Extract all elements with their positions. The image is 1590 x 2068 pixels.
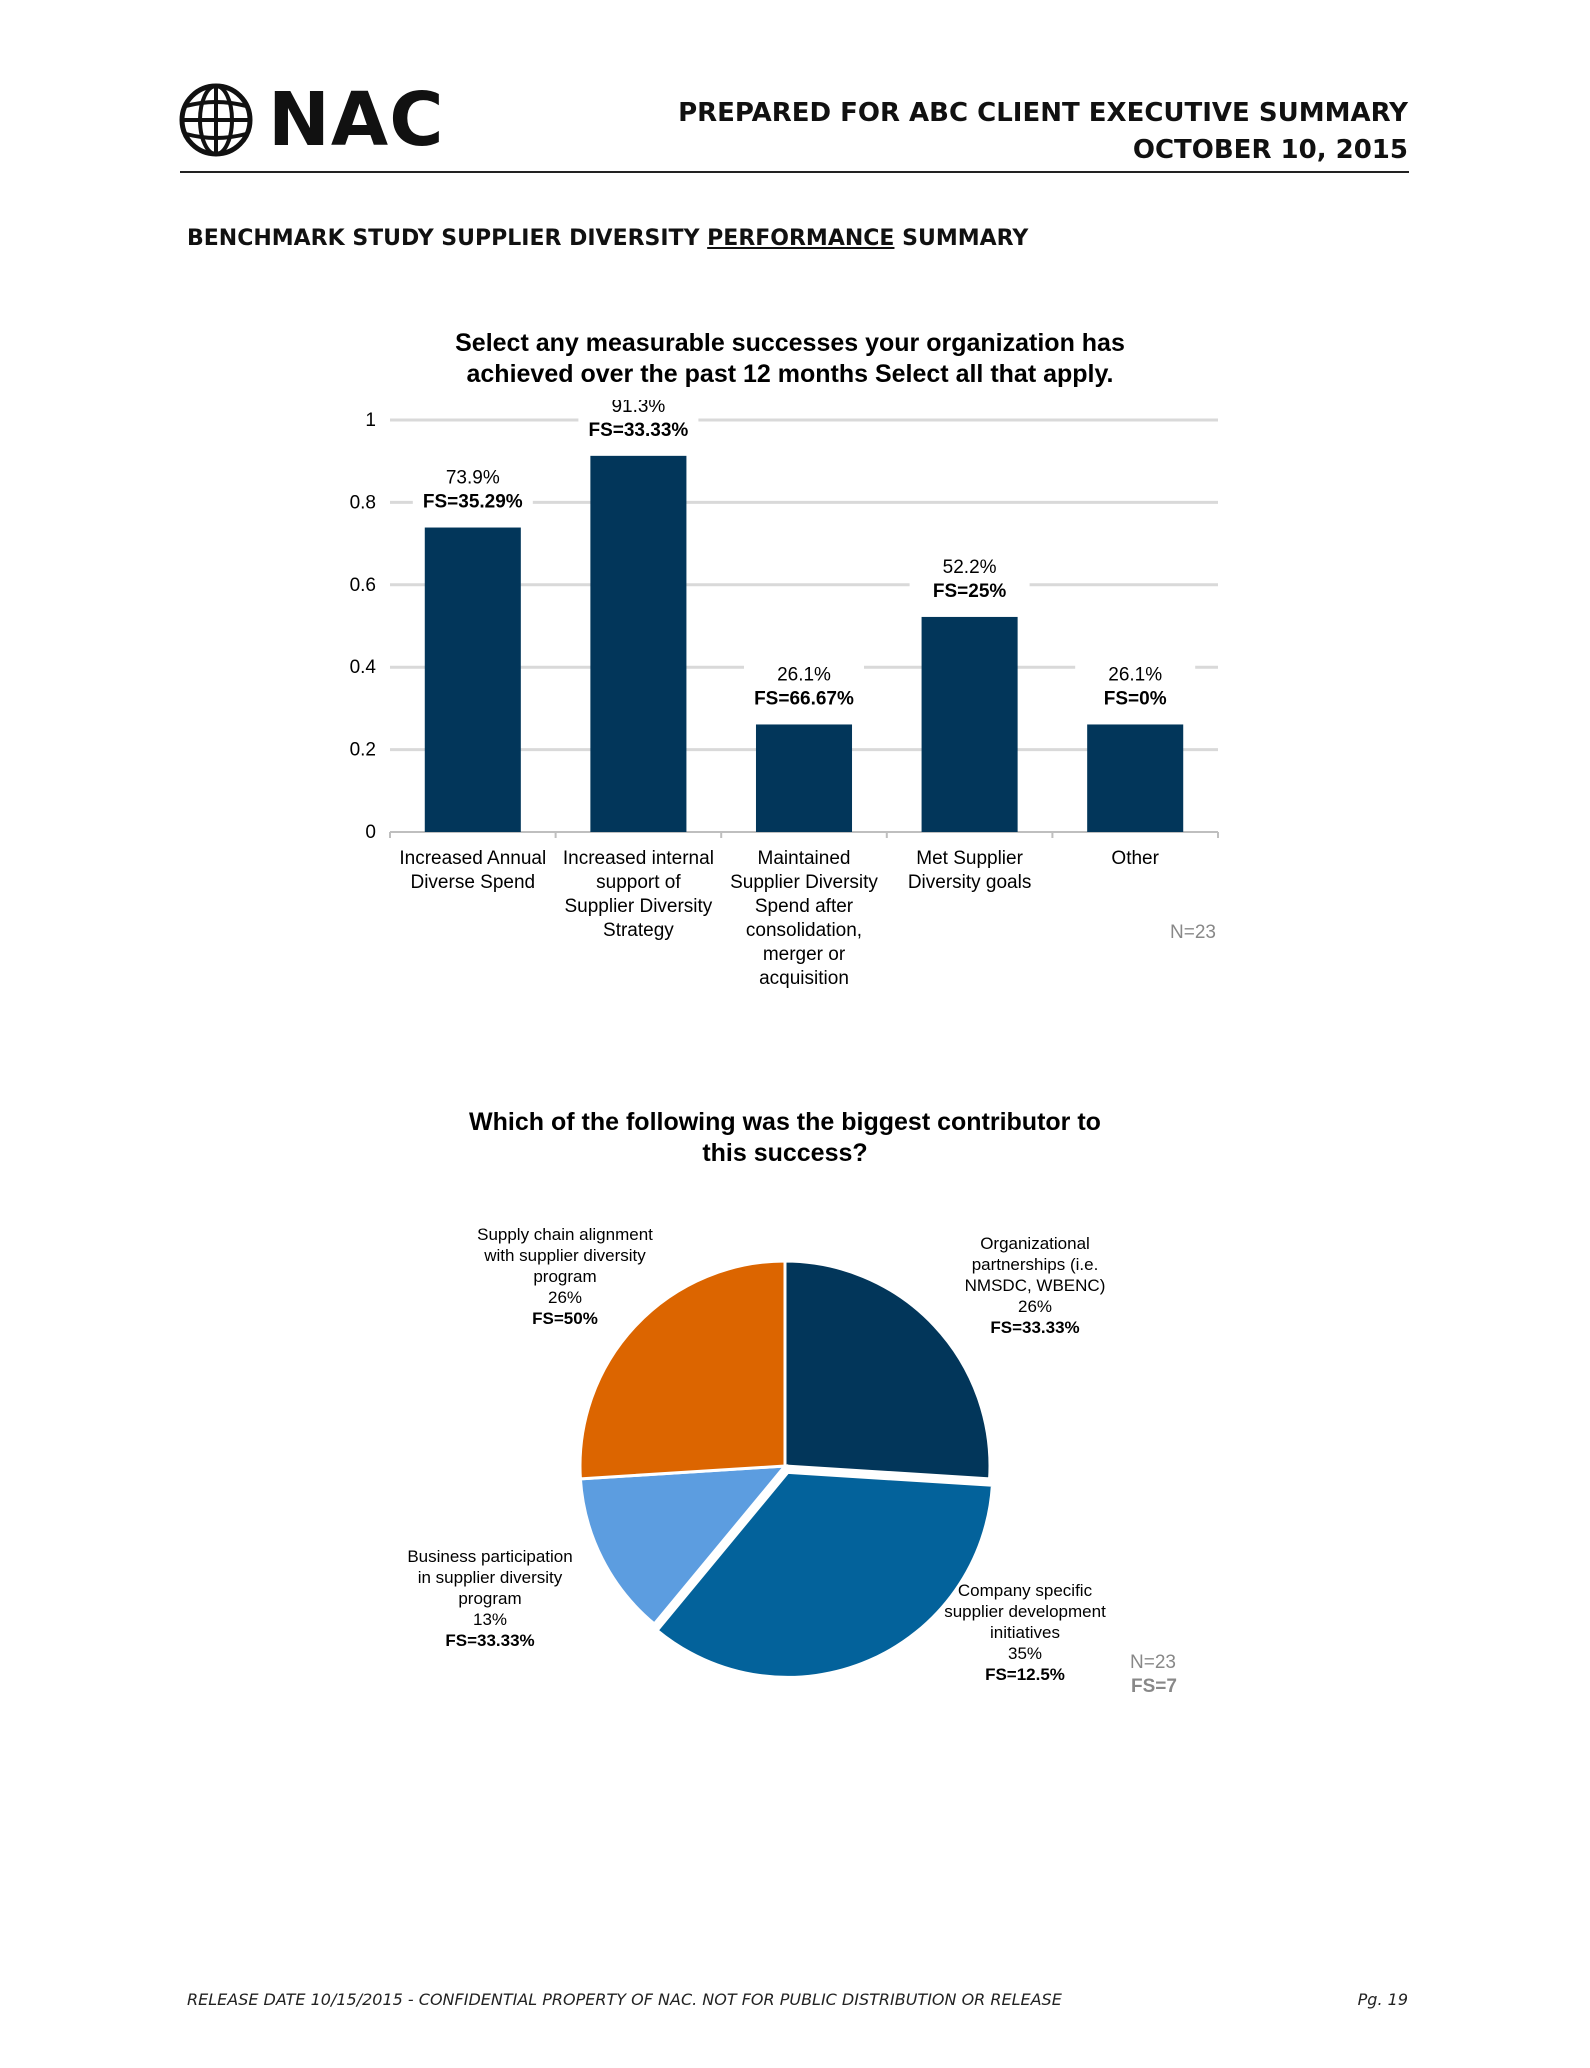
category-label: merger or bbox=[763, 944, 846, 965]
data-label-bg bbox=[909, 554, 1030, 605]
pie-label-line: Organizational bbox=[980, 1234, 1090, 1253]
section-title-underlined: PERFORMANCE bbox=[707, 226, 895, 251]
bar-chart-title: Select any measurable successes your org… bbox=[390, 328, 1190, 390]
pie-value-label: 35% bbox=[1007, 1644, 1043, 1663]
pie-label-line: NMSDC, WBENC) bbox=[964, 1276, 1106, 1295]
category-label: Maintained bbox=[758, 848, 851, 869]
section-title-part: SUMMARY bbox=[894, 226, 1029, 251]
y-tick-label: 0.2 bbox=[350, 740, 376, 761]
category-label: Spend after bbox=[755, 896, 854, 917]
header-divider bbox=[180, 171, 1409, 173]
pie-label-company: Company specific supplier development in… bbox=[905, 1580, 1145, 1685]
pie-label-line: Business participation bbox=[407, 1547, 573, 1566]
globe-icon bbox=[179, 83, 253, 157]
pie-n-note: N=23 bbox=[1130, 1652, 1176, 1673]
y-tick-label: 0.4 bbox=[350, 657, 377, 678]
data-fs-label: FS=33.33% bbox=[588, 420, 688, 441]
pie-label-line: Supply chain alignment bbox=[477, 1225, 653, 1244]
pie-chart-title: Which of the following was the biggest c… bbox=[410, 1107, 1160, 1169]
pie-label-line: program bbox=[458, 1589, 522, 1608]
y-tick-label: 0.8 bbox=[350, 492, 376, 513]
y-tick-label: 0.6 bbox=[350, 575, 376, 596]
bar bbox=[424, 527, 521, 832]
pie-chart-title-line: this success? bbox=[702, 1139, 868, 1167]
pie-label-line: initiatives bbox=[990, 1623, 1060, 1642]
y-tick-label: 0 bbox=[365, 822, 376, 843]
category-label: Other bbox=[1111, 848, 1159, 869]
pie-label-line: Company specific bbox=[957, 1581, 1093, 1600]
data-label-bg bbox=[1075, 662, 1196, 713]
data-value-label: 73.9% bbox=[446, 468, 500, 489]
data-fs-label: FS=25% bbox=[933, 581, 1007, 602]
pie-fs-label: FS=33.33% bbox=[445, 1631, 535, 1650]
y-tick-label: 1 bbox=[365, 410, 376, 431]
section-title: BENCHMARK STUDY SUPPLIER DIVERSITY PERFO… bbox=[187, 226, 1028, 251]
release-footer: RELEASE DATE 10/15/2015 - CONFIDENTIAL P… bbox=[187, 1990, 1062, 2009]
pie-label-organizational: Organizational partnerships (i.e. NMSDC,… bbox=[920, 1233, 1150, 1338]
data-value-label: 26.1% bbox=[777, 664, 831, 685]
pie-slice bbox=[654, 1470, 994, 1679]
pie-slice bbox=[578, 1259, 787, 1481]
pie-chart-title-line: Which of the following was the biggest c… bbox=[469, 1108, 1101, 1136]
report-date: OCTOBER 10, 2015 bbox=[1132, 135, 1408, 165]
bar bbox=[755, 724, 853, 832]
logo-wordmark: NAC bbox=[268, 77, 445, 163]
data-value-label: 91.3% bbox=[611, 400, 665, 417]
pie-value-label: 13% bbox=[472, 1610, 508, 1629]
bar bbox=[1087, 724, 1184, 832]
pie-label-supply-chain: Supply chain alignment with supplier div… bbox=[450, 1224, 680, 1329]
pie-label-line: with supplier diversity bbox=[484, 1246, 646, 1265]
pie-label-line: partnerships (i.e. bbox=[971, 1255, 1099, 1274]
section-title-part: BENCHMARK STUDY SUPPLIER DIVERSITY bbox=[187, 226, 708, 251]
pie-value-label: 26% bbox=[547, 1288, 583, 1307]
category-label: Diversity goals bbox=[908, 872, 1032, 893]
pie-fs-label: FS=50% bbox=[532, 1309, 598, 1328]
data-value-label: 52.2% bbox=[943, 557, 997, 578]
category-label: acquisition bbox=[759, 968, 849, 989]
data-label-bg bbox=[744, 662, 864, 713]
page-number: Pg. 19 bbox=[1357, 1990, 1408, 2009]
pie-label-line: program bbox=[533, 1267, 597, 1286]
category-label: support of bbox=[596, 872, 681, 893]
pie-slice bbox=[783, 1259, 992, 1481]
category-label: Increased Annual bbox=[399, 848, 546, 869]
data-value-label: 26.1% bbox=[1108, 664, 1162, 685]
data-fs-label: FS=35.29% bbox=[423, 492, 523, 513]
pie-label-line: in supplier diversity bbox=[417, 1568, 563, 1587]
bar bbox=[921, 616, 1018, 832]
pie-label-line: supplier development bbox=[944, 1602, 1106, 1621]
data-label-bg bbox=[578, 400, 699, 444]
pie-fs-note: FS=7 bbox=[1131, 1676, 1177, 1697]
category-label: Diverse Spend bbox=[410, 872, 535, 893]
pie-slice bbox=[578, 1464, 789, 1627]
category-label: consolidation, bbox=[746, 920, 862, 941]
pie-value-label: 26% bbox=[1017, 1297, 1053, 1316]
category-label: Increased internal bbox=[563, 848, 714, 869]
pie-label-business: Business participation in supplier diver… bbox=[375, 1546, 605, 1651]
pie-fs-label: FS=33.33% bbox=[990, 1318, 1080, 1337]
data-fs-label: FS=66.67% bbox=[754, 688, 854, 709]
bar bbox=[590, 455, 687, 832]
bar-n-note: N=23 bbox=[1170, 922, 1216, 943]
data-fs-label: FS=0% bbox=[1104, 688, 1167, 709]
prepared-for-line: PREPARED FOR ABC CLIENT EXECUTIVE SUMMAR… bbox=[678, 98, 1408, 128]
nac-logo: NAC bbox=[176, 80, 476, 160]
pie-chart bbox=[578, 1259, 994, 1679]
bar-chart: 0 0.2 0.4 0.6 0.8 1 73.9% FS=35.29% Increased An… bbox=[350, 400, 1219, 989]
data-label-bg bbox=[412, 465, 533, 516]
category-label: Strategy bbox=[603, 920, 674, 941]
bar-chart-title-line: achieved over the past 12 months Select … bbox=[466, 360, 1114, 388]
bar-chart-title-line: Select any measurable successes your org… bbox=[455, 329, 1125, 357]
category-label: Met Supplier bbox=[916, 848, 1023, 869]
pie-fs-label: FS=12.5% bbox=[985, 1665, 1065, 1684]
category-label: Supplier Diversity bbox=[564, 896, 712, 917]
category-label: Supplier Diversity bbox=[730, 872, 878, 893]
